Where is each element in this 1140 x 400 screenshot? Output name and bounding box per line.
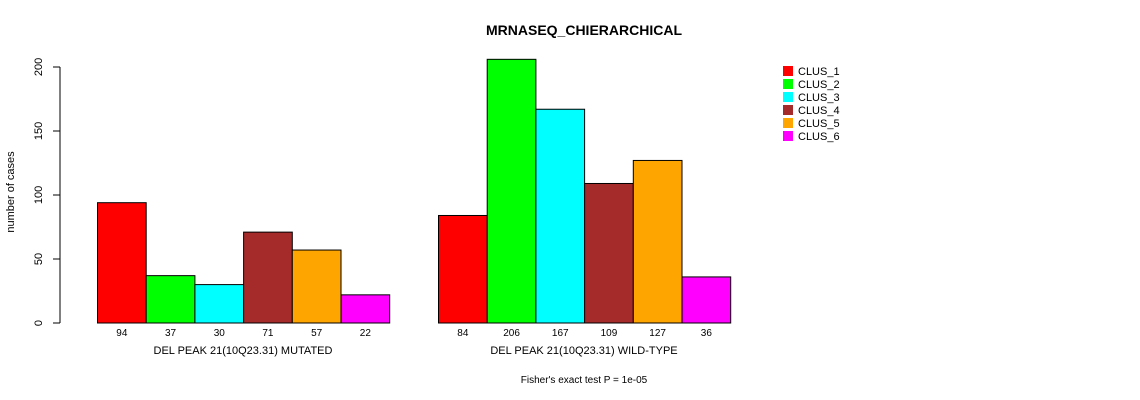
bar-value-label: 36: [701, 328, 713, 339]
value-labels: 94 37 30 71 57 22 84 206 167 109 127 36: [116, 328, 712, 339]
legend-label: CLUS_6: [798, 131, 840, 143]
y-tick-label: 0: [33, 320, 45, 326]
bar-value-label: 37: [165, 328, 177, 339]
bar: [97, 202, 147, 324]
y-axis: 0 50 100 150 200: [33, 58, 61, 326]
bar-value-label: 22: [360, 328, 372, 339]
bars: [97, 58, 732, 324]
bar-value-label: 206: [503, 328, 520, 339]
group-label-mutated: DEL PEAK 21(10Q23.31) MUTATED: [154, 345, 333, 357]
bar-value-label: 57: [311, 328, 323, 339]
bar: [486, 58, 537, 324]
bar: [535, 108, 586, 324]
legend-label: CLUS_2: [798, 79, 840, 91]
legend-label: CLUS_3: [798, 92, 840, 104]
chart-title: MRNASEQ_CHIERARCHICAL: [486, 22, 682, 38]
bar-value-label: 84: [457, 328, 469, 339]
bar-value-label: 167: [552, 328, 569, 339]
bar: [243, 231, 293, 324]
legend-swatch: [783, 105, 793, 115]
y-tick-label: 50: [33, 253, 45, 265]
bar-value-label: 30: [214, 328, 226, 339]
legend-swatch: [783, 79, 793, 89]
legend-label: CLUS_4: [798, 105, 840, 117]
bar-value-label: 127: [649, 328, 666, 339]
bar: [632, 159, 683, 324]
bar: [291, 249, 342, 324]
legend-swatch: [783, 66, 793, 76]
legend-swatch: [783, 92, 793, 102]
bar: [145, 275, 196, 324]
legend-label: CLUS_5: [798, 118, 840, 130]
legend-swatch: [783, 131, 793, 141]
y-tick-label: 100: [33, 186, 45, 204]
y-tick-label: 200: [33, 58, 45, 76]
y-tick-label: 150: [33, 122, 45, 140]
legend-swatch: [783, 118, 793, 128]
group-label-wild-type: DEL PEAK 21(10Q23.31) WILD-TYPE: [490, 345, 677, 357]
fisher-test-footnote: Fisher's exact test P = 1e-05: [521, 375, 648, 386]
bar: [194, 284, 245, 324]
bar: [681, 276, 732, 324]
bar: [340, 294, 391, 324]
bar-value-label: 109: [601, 328, 618, 339]
legend-label: CLUS_1: [798, 66, 840, 78]
bar-value-label: 94: [116, 328, 128, 339]
y-axis-label: number of cases: [5, 151, 17, 233]
bar: [584, 182, 634, 324]
bar-value-label: 71: [262, 328, 274, 339]
bar: [438, 214, 488, 324]
